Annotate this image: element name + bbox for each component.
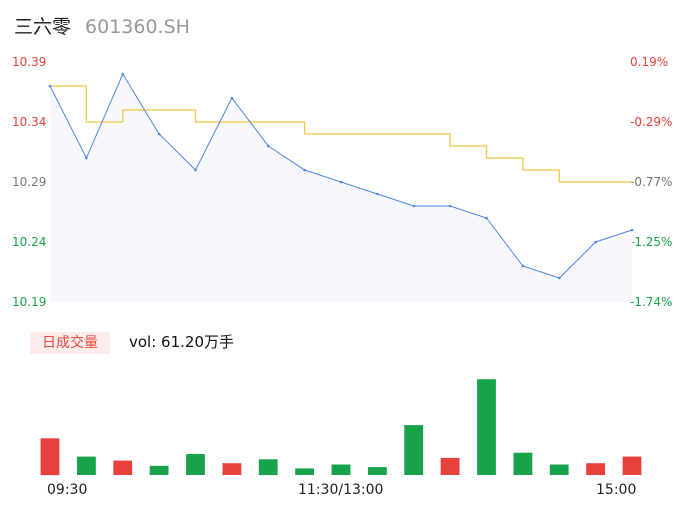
percent-tick-label: -1.74% <box>630 295 673 309</box>
price-point <box>376 192 379 196</box>
volume-bar <box>149 465 169 475</box>
volume-bar <box>513 452 533 475</box>
volume-bar <box>295 468 314 475</box>
volume-bar <box>404 425 424 475</box>
price-point <box>230 96 234 100</box>
price-point <box>303 168 306 172</box>
price-point <box>594 240 597 244</box>
stock-name: 三六零 <box>14 16 72 38</box>
price-tick-label: 10.24 <box>12 235 47 249</box>
volume-bar <box>549 464 569 475</box>
price-point <box>630 228 634 232</box>
average-price-line <box>50 85 632 183</box>
percent-tick-label: 0.19% <box>630 55 669 69</box>
time-tick-label: 15:00 <box>596 482 637 498</box>
price-point <box>266 144 270 148</box>
price-point <box>412 204 416 208</box>
price-tick-label: 10.39 <box>12 55 47 69</box>
percent-tick-label: -0.77% <box>630 175 673 189</box>
price-point <box>485 216 488 220</box>
price-point <box>85 156 88 160</box>
price-point <box>194 168 197 172</box>
price-point <box>448 204 452 208</box>
volume-bar <box>77 456 96 475</box>
price-point <box>339 180 343 184</box>
volume-bar <box>222 463 242 475</box>
volume-bar <box>368 467 387 475</box>
stock-header: 三六零 601360.SH <box>14 12 190 40</box>
volume-bar <box>622 456 642 475</box>
percent-tick-label: -1.25% <box>630 235 673 249</box>
price-tick-label: 10.19 <box>12 295 47 309</box>
volume-bar <box>40 438 60 476</box>
price-tick-label: 10.34 <box>12 115 47 129</box>
volume-tab[interactable]: 日成交量 <box>30 332 110 354</box>
volume-bar <box>586 463 605 475</box>
volume-bar <box>331 464 351 475</box>
price-point <box>48 84 52 88</box>
time-tick-label: 11:30/13:00 <box>298 482 384 498</box>
price-area <box>50 74 632 302</box>
price-point <box>557 276 561 280</box>
price-tick-label: 10.29 <box>12 175 47 189</box>
price-point <box>521 264 525 268</box>
volume-bar <box>440 457 460 475</box>
stock-code: 601360.SH <box>85 16 190 38</box>
percent-tick-label: -0.29% <box>630 115 673 129</box>
price-point <box>121 72 125 76</box>
volume-bar <box>186 454 205 475</box>
price-point <box>157 132 161 136</box>
volume-value: vol: 61.20万手 <box>129 333 234 351</box>
time-tick-label: 09:30 <box>47 482 88 498</box>
volume-bar <box>113 460 133 475</box>
volume-bar <box>258 459 278 476</box>
volume-bar <box>477 379 496 475</box>
